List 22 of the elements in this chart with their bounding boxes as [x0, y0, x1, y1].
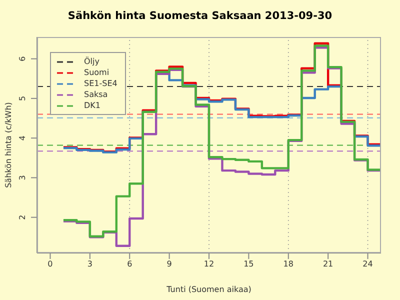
chart-title: Sähkön hinta Suomesta Saksaan 2013-09-30	[66, 10, 334, 22]
x-tick-label: 0	[48, 260, 53, 269]
x-tick-label: 18	[283, 260, 294, 269]
x-tick-label: 21	[322, 260, 334, 269]
legend-label: SE1-SE4	[84, 79, 118, 88]
legend-label: Öljy	[84, 57, 100, 66]
legend-label: Saksa	[84, 90, 108, 99]
y-tick-label: 4	[18, 136, 27, 141]
x-tick-label: 6	[127, 260, 132, 269]
x-tick-label: 3	[87, 260, 92, 269]
y-tick-label: 6	[18, 56, 27, 62]
x-tick-label: 15	[244, 260, 254, 269]
x-tick-label: 9	[166, 260, 172, 269]
y-tick-label: 5	[18, 96, 27, 101]
y-axis-title: Sähkön hinta (c/kWh)	[4, 102, 13, 188]
legend-label: Suomi	[84, 68, 110, 77]
x-axis-title: Tunti (Suomen aikaa)	[166, 285, 252, 294]
y-tick-label: 2	[18, 214, 27, 220]
y-tick-label: 3	[18, 175, 27, 180]
x-tick-label: 24	[362, 260, 373, 269]
legend-label: DK1	[84, 101, 100, 110]
x-tick-label: 12	[204, 260, 214, 269]
